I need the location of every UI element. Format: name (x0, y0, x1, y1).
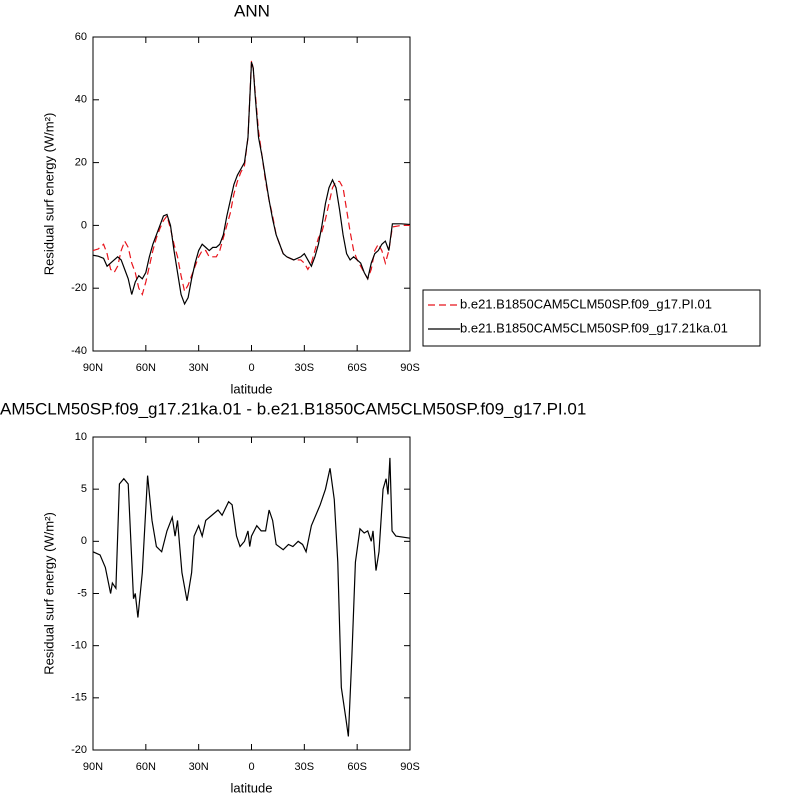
chart-title: ANN (234, 1, 270, 20)
x-axis-label: latitude (231, 780, 273, 795)
y-tick-label: -40 (71, 345, 87, 357)
y-tick-label: 40 (75, 94, 87, 106)
y-tick-label: -10 (71, 640, 87, 652)
y-tick-label: -20 (71, 744, 87, 756)
legend-label: b.e21.B1850CAM5CLM50SP.f09_g17.PI.01 (460, 296, 712, 311)
y-tick-label: -15 (71, 692, 87, 704)
x-tick-label: 30N (189, 362, 209, 374)
x-tick-label: 30S (295, 761, 315, 773)
x-tick-label: 90S (400, 362, 420, 374)
y-tick-label: -20 (71, 282, 87, 294)
data-line (92, 457, 411, 737)
data-line (92, 60, 410, 297)
x-tick-label: 90S (400, 761, 420, 773)
x-tick-label: 30S (295, 362, 315, 374)
x-axis-label: latitude (231, 381, 273, 396)
x-tick-label: 60N (136, 362, 156, 374)
y-axis-label: Residual surf energy (W/m²) (41, 512, 56, 675)
x-tick-label: 0 (248, 362, 254, 374)
plot-frame (92, 36, 411, 352)
x-tick-label: 30N (189, 761, 209, 773)
y-tick-label: 60 (75, 31, 87, 43)
x-tick-label: 90N (83, 761, 103, 773)
y-tick-label: 0 (81, 219, 87, 231)
y-tick-label: 10 (75, 431, 87, 443)
legend-box (422, 289, 761, 347)
y-tick-label: 20 (75, 157, 87, 169)
y-tick-label: 0 (81, 535, 87, 547)
y-tick-label: -5 (77, 587, 87, 599)
chart-title: AM5CLM50SP.f09_g17.21ka.01 - b.e21.B1850… (0, 399, 586, 418)
x-tick-label: 0 (248, 761, 254, 773)
legend-label: b.e21.B1850CAM5CLM50SP.f09_g17.21ka.01 (460, 320, 728, 335)
x-tick-label: 60N (136, 761, 156, 773)
x-tick-label: 60S (347, 761, 367, 773)
x-tick-label: 90N (83, 362, 103, 374)
y-tick-label: 5 (81, 483, 87, 495)
data-line (92, 61, 411, 306)
y-axis-label: Residual surf energy (W/m²) (41, 113, 56, 276)
x-tick-label: 60S (347, 362, 367, 374)
